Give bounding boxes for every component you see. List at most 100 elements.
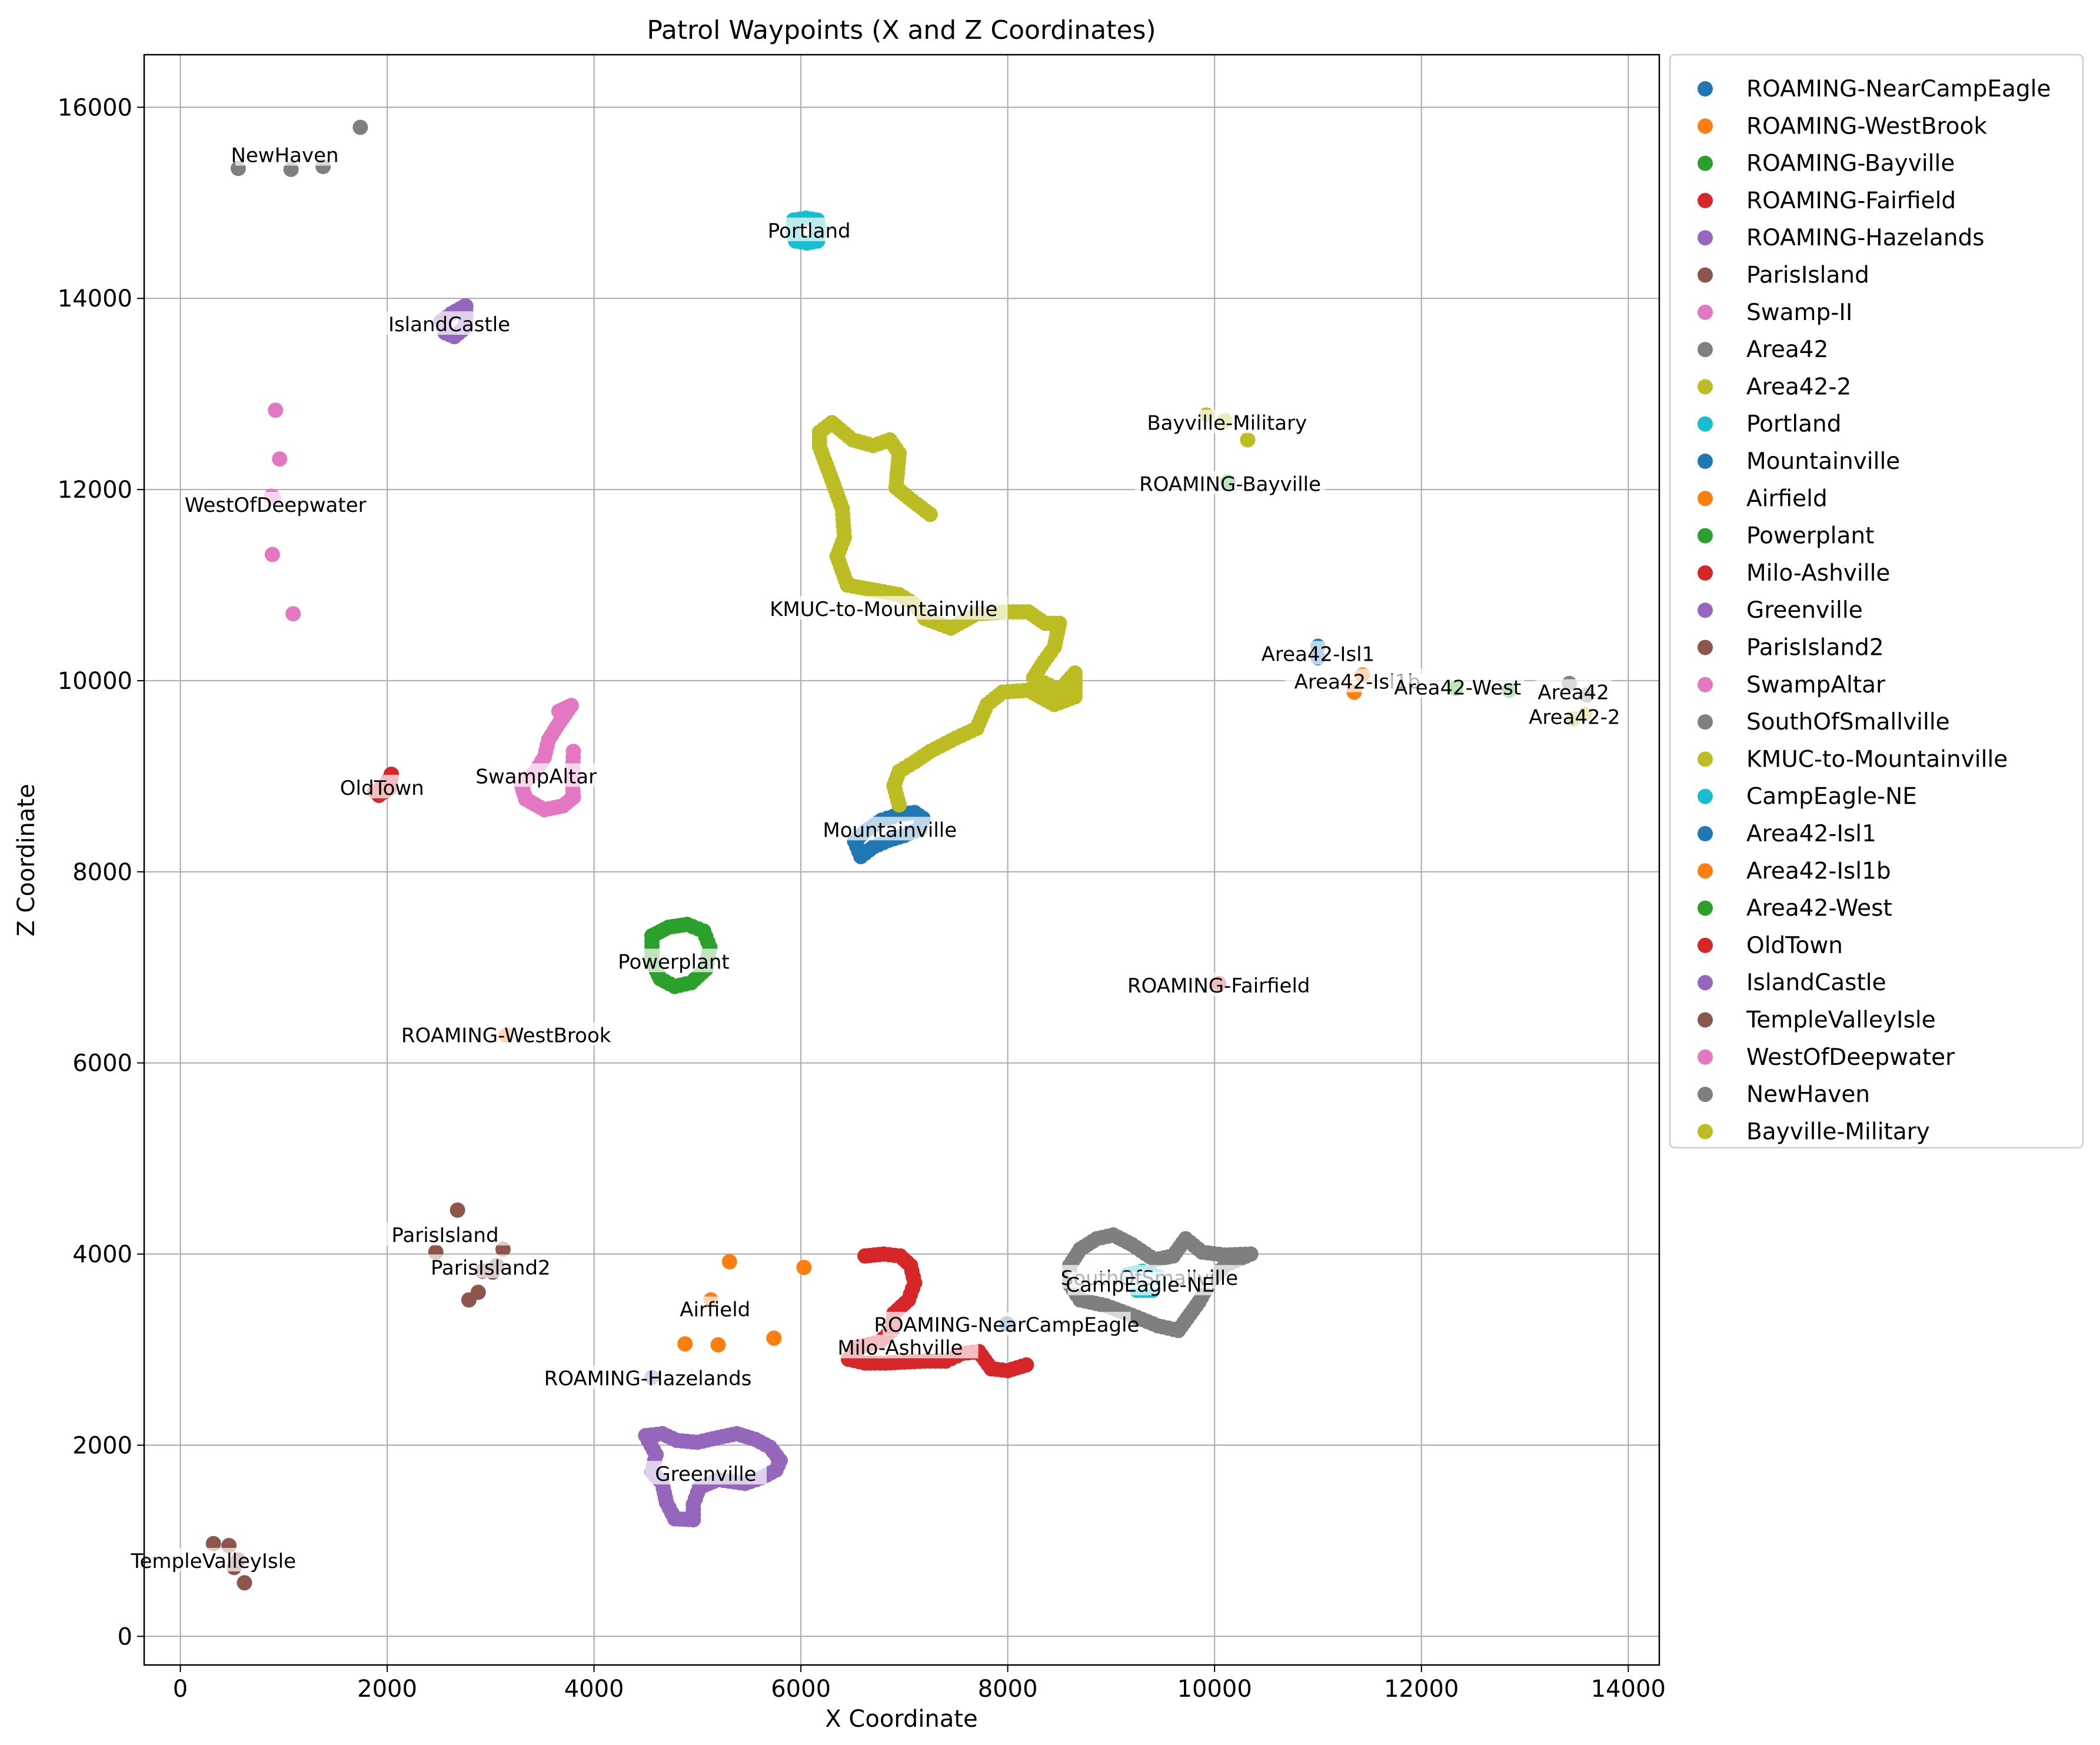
point-label-background <box>883 1311 1131 1336</box>
legend-label: Swamp-II <box>1746 299 1852 326</box>
point-label-background <box>1525 704 1624 728</box>
y-axis-label: Z Coordinate <box>13 784 40 936</box>
point-label: Powerplant <box>618 950 730 974</box>
legend-marker <box>1698 379 1713 395</box>
data-point <box>565 744 581 760</box>
point-label-background <box>377 311 522 335</box>
series-airfield <box>677 1254 812 1353</box>
legend-marker <box>1698 230 1713 246</box>
point-label: IslandCastle <box>388 313 510 337</box>
point-label-background <box>822 1334 979 1358</box>
x-tick-label: 8000 <box>978 1676 1038 1703</box>
legend-label: SwampAltar <box>1746 672 1886 698</box>
point-label-background <box>1391 674 1525 698</box>
x-axis-label: X Coordinate <box>825 1706 977 1733</box>
point-label-background <box>1067 1271 1213 1296</box>
x-tick-label: 10000 <box>1177 1676 1252 1703</box>
data-point <box>264 547 280 562</box>
point-label: Milo-Ashville <box>837 1337 963 1360</box>
legend-marker <box>1698 677 1713 692</box>
point-label: Mountainville <box>823 818 957 842</box>
legend-label: IslandCastle <box>1746 970 1886 996</box>
legend-label: Airfield <box>1746 485 1828 512</box>
y-tick-label: 4000 <box>72 1241 132 1268</box>
point-label: ROAMING-WestBrook <box>401 1024 611 1048</box>
legend-box <box>1669 54 2084 1148</box>
legend-label: TempleValleyIsle <box>1746 1007 1936 1034</box>
x-axis-ticks: 0 2000 4000 6000 8000 10000 12000 14000 <box>173 1665 1666 1703</box>
legend-label: KMUC-to-Mountainville <box>1746 746 2008 772</box>
data-point <box>268 402 284 418</box>
point-label-background <box>1126 409 1329 434</box>
point-label-background <box>759 596 1008 620</box>
point-label: WestOfDeepwater <box>185 494 367 517</box>
y-axis-ticks: 0 2000 4000 6000 8000 10000 12000 14000 16000 <box>58 94 144 1650</box>
y-tick-label: 14000 <box>58 285 132 312</box>
legend-label: ROAMING-Fairfield <box>1746 188 1956 214</box>
point-label-background <box>475 763 597 787</box>
legend-marker <box>1698 602 1713 618</box>
y-tick-label: 16000 <box>58 94 132 121</box>
legend-label: ParisIsland <box>1746 262 1869 289</box>
point-label-background <box>644 1461 767 1485</box>
legend-label: CampEagle-NE <box>1746 784 1917 810</box>
legend-marker <box>1698 304 1713 320</box>
legend-label: Area42-2 <box>1746 374 1851 400</box>
x-tick-label: 4000 <box>564 1676 624 1703</box>
point-label: Area42-Isl1 <box>1262 642 1375 666</box>
data-point <box>766 1330 782 1346</box>
legend-label: Mountainville <box>1746 448 1900 475</box>
legend-marker <box>1698 155 1713 171</box>
point-label: ParisIsland <box>391 1224 498 1247</box>
legend-marker <box>1698 267 1713 283</box>
legend-marker <box>1698 416 1713 432</box>
legend-marker <box>1698 81 1713 96</box>
data-point <box>450 1202 465 1218</box>
point-label: KMUC-to-Mountainville <box>770 598 997 621</box>
y-tick-label: 8000 <box>72 859 132 886</box>
point-label: ROAMING-Hazelands <box>544 1367 752 1391</box>
data-point <box>272 451 288 467</box>
legend-label: NewHaven <box>1746 1081 1870 1108</box>
legend: ROAMING-NearCampEagle ROAMING-WestBrook RO… <box>1669 54 2084 1148</box>
legend-label: WestOfDeepwater <box>1746 1044 1955 1071</box>
data-point <box>470 1284 486 1300</box>
legend-label: Area42-West <box>1746 895 1892 922</box>
series-kmuc-to-mountainville <box>811 415 1083 813</box>
point-label: ROAMING-Bayville <box>1139 472 1321 496</box>
point-label: Airfield <box>680 1298 750 1322</box>
legend-label: ROAMING-WestBrook <box>1746 113 1987 139</box>
x-tick-label: 14000 <box>1591 1676 1666 1703</box>
legend-marker <box>1698 975 1713 991</box>
legend-marker <box>1698 454 1713 469</box>
point-label-background <box>1134 471 1326 495</box>
y-tick-label: 12000 <box>58 477 132 504</box>
legend-marker <box>1698 900 1713 916</box>
point-label-background <box>418 1254 563 1278</box>
legend-label: Bayville-Military <box>1746 1118 1930 1145</box>
legend-label: ParisIsland2 <box>1746 635 1884 661</box>
legend-marker <box>1698 1049 1713 1065</box>
data-point <box>721 1254 737 1270</box>
data-point <box>237 1575 252 1591</box>
data-point <box>352 119 368 135</box>
data-point <box>1240 432 1256 448</box>
legend-label: ROAMING-NearCampEagle <box>1746 76 2051 102</box>
legend-label: ROAMING-Hazelands <box>1746 225 1985 251</box>
x-tick-label: 0 <box>173 1676 188 1703</box>
data-point <box>458 298 474 314</box>
chart-title: Patrol Waypoints (X and Z Coordinates) <box>647 15 1156 45</box>
point-label: Area42-West <box>1394 676 1521 700</box>
point-label-background <box>665 1296 765 1320</box>
legend-marker <box>1698 826 1713 841</box>
x-tick-label: 2000 <box>357 1676 417 1703</box>
y-tick-label: 0 <box>118 1623 132 1650</box>
point-label: NewHaven <box>231 144 338 168</box>
point-label-background <box>405 1022 607 1046</box>
legend-marker <box>1698 565 1713 581</box>
legend-marker <box>1698 1124 1713 1140</box>
point-labels: ROAMING-NearCampEagle ROAMING-WestBrook RO… <box>118 142 1624 1573</box>
point-label: ParisIsland2 <box>431 1256 551 1280</box>
point-label-background <box>547 1365 749 1389</box>
y-tick-label: 10000 <box>58 668 132 695</box>
